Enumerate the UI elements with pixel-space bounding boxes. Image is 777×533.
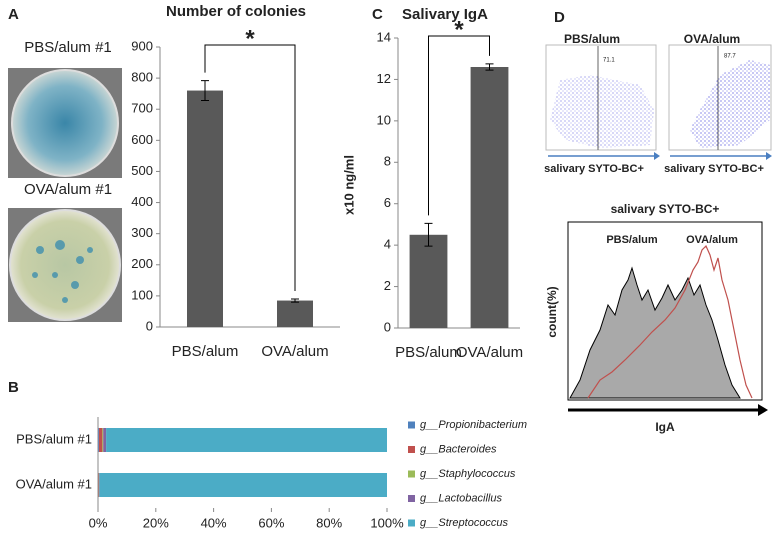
y-tick-label: 400 [131, 194, 153, 209]
arrow-head [654, 152, 660, 160]
legend-swatch [408, 470, 415, 478]
y-tick-label: 900 [131, 38, 153, 53]
bar-segment [98, 473, 99, 497]
bar-segment [98, 428, 99, 452]
x-tick-label: OVA/alum [456, 344, 523, 361]
event-cloud [690, 60, 770, 148]
x-tick-label: 20% [143, 515, 169, 530]
x-tick-label: 0% [89, 515, 108, 530]
ova-histogram [587, 244, 753, 399]
legend-label: g__Staphylococcus [420, 468, 516, 480]
panel-letter: A [8, 6, 19, 23]
y-tick-label: 10 [377, 112, 391, 127]
legend-swatch [408, 421, 415, 429]
bar [470, 67, 509, 328]
x-tick-label: 60% [258, 515, 284, 530]
plot-title: OVA/alum [684, 32, 740, 46]
legend-swatch [408, 519, 415, 527]
chart-title: Salivary IgA [402, 6, 488, 23]
gate-value: 71.1 [603, 58, 615, 64]
x-tick-label: OVA/alum [261, 343, 328, 360]
legend-label: g__Streptococcus [420, 517, 509, 529]
y-tick-label: OVA/alum #1 [16, 476, 92, 491]
x-tick-label: 40% [201, 515, 227, 530]
histogram-legend: OVA/alum [686, 234, 738, 246]
colonies [32, 240, 93, 303]
panel-letter: C [372, 6, 383, 23]
panel-letter: D [554, 9, 565, 26]
y-tick-label: 2 [384, 278, 391, 293]
x-axis-label: salivary SYTO-BC+ [544, 163, 644, 175]
y-tick-label: 200 [131, 256, 153, 271]
x-axis-label: salivary SYTO-BC+ [664, 163, 764, 175]
plot-title: PBS/alum [564, 32, 620, 46]
chart-title: Number of colonies [166, 3, 306, 20]
x-tick-label: PBS/alum [395, 344, 462, 361]
error-bar [201, 80, 209, 102]
y-tick-label: 700 [131, 101, 153, 116]
y-tick-label: 100 [131, 287, 153, 302]
histogram-title: salivary SYTO-BC+ [611, 202, 720, 216]
x-tick-label: 80% [316, 515, 342, 530]
arrow-head [766, 152, 772, 160]
x-tick-label: 100% [370, 515, 404, 530]
event-cloud [550, 75, 654, 148]
image-label: OVA/alum #1 [24, 181, 112, 198]
y-tick-label: 14 [377, 29, 391, 44]
legend-swatch [408, 495, 415, 502]
y-tick-label: 500 [131, 163, 153, 178]
y-tick-label: 300 [131, 225, 153, 240]
arrow-head [758, 404, 768, 416]
bar [187, 90, 223, 327]
legend-label: g__Bacteroides [420, 443, 497, 455]
y-tick-label: 800 [131, 70, 153, 85]
y-tick-label: 600 [131, 132, 153, 147]
error-bar [291, 298, 299, 303]
panel-letter: B [8, 379, 19, 396]
histogram-legend: PBS/alum [606, 234, 658, 246]
bar-segment [99, 473, 387, 497]
x-axis-label: IgA [655, 420, 675, 434]
x-tick-label: PBS/alum [172, 343, 239, 360]
plate [9, 209, 121, 321]
significance-bracket [428, 35, 490, 216]
flow-scatter [545, 44, 772, 160]
error-bar [424, 222, 433, 247]
y-tick-label: PBS/alum #1 [16, 431, 92, 446]
significance-mark: * [454, 16, 464, 43]
y-tick-label: 4 [384, 237, 391, 252]
bar-segment [102, 428, 104, 452]
plate-images [8, 68, 122, 322]
significance-mark: * [245, 25, 255, 52]
y-tick-label: 0 [146, 318, 153, 333]
bar [277, 300, 313, 327]
gate-value: 87.7 [724, 54, 736, 60]
pbs-histogram [569, 266, 741, 399]
image-label: PBS/alum #1 [24, 39, 112, 56]
y-tick-label: 0 [384, 319, 391, 334]
bar-segment [106, 428, 387, 452]
bar-segment [98, 428, 103, 452]
error-bar [485, 63, 494, 71]
y-axis-label: x10 ng/ml [341, 155, 356, 215]
significance-bracket [204, 44, 296, 291]
plate [11, 69, 119, 177]
y-tick-label: 12 [377, 71, 391, 86]
legend-swatch [408, 446, 415, 453]
legend-label: g__Lactobacillus [420, 492, 502, 504]
bar-segment [103, 428, 107, 452]
y-tick-label: 6 [384, 195, 391, 210]
bar [409, 234, 448, 328]
histogram [567, 221, 768, 416]
legend-label: g__Propionibacterium [420, 419, 527, 431]
y-tick-label: 8 [384, 154, 391, 169]
y-axis-label: count(%) [545, 286, 559, 337]
